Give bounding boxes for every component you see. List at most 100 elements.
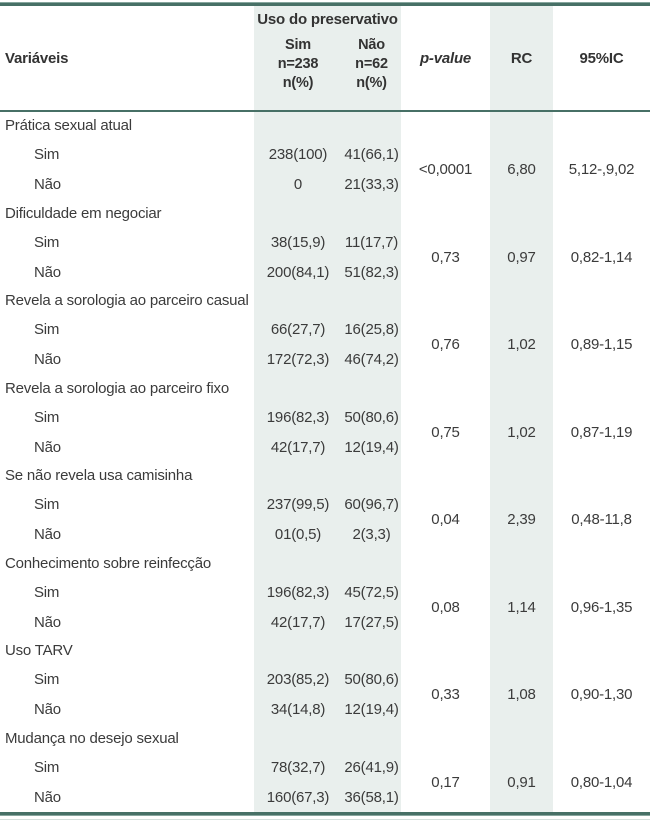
variable-name: Conhecimento sobre reinfecção xyxy=(5,554,211,572)
cell-nao-yes: 41(66,1) xyxy=(344,146,399,163)
table-body: Prática sexual atual Sim 238(100) 41(66,… xyxy=(0,112,650,812)
p-value-header: p-value xyxy=(419,50,472,67)
header-divider xyxy=(0,110,650,112)
nao-column-n: n=62 xyxy=(355,56,388,72)
variable-section: Uso TARV Sim 203(85,2) 50(80,6) 0,33 1,0… xyxy=(0,637,650,725)
cell-rc: 1,02 xyxy=(507,336,536,353)
cell-sim-yes: 237(99,5) xyxy=(266,496,330,513)
cell-rc: 1,08 xyxy=(507,686,536,703)
cell-sim-no: 200(84,1) xyxy=(266,263,330,281)
rc-column-shading xyxy=(490,4,553,813)
cell-nao-no: 46(74,2) xyxy=(344,351,399,368)
row-label-sim: Sim xyxy=(34,758,60,776)
variable-section: Dificuldade em negociar Sim 38(15,9) 11(… xyxy=(0,200,650,288)
cell-rc: 6,80 xyxy=(507,161,536,178)
cell-nao-yes: 16(25,8) xyxy=(344,321,399,338)
cell-sim-yes: 78(32,7) xyxy=(270,758,326,776)
cell-nao-no: 36(58,1) xyxy=(344,788,399,806)
row-label-sim: Sim xyxy=(34,408,60,426)
cell-rc: 1,14 xyxy=(507,598,536,616)
condom-use-group-header: Uso do preservativo Sim n=238 n(%) Não n… xyxy=(254,5,401,112)
row-label-nao: Não xyxy=(34,438,61,456)
row-label-nao: Não xyxy=(34,526,61,543)
cell-ic: 0,82-1,14 xyxy=(570,248,633,266)
nao-column-unit: n(%) xyxy=(356,75,387,91)
row-label-sim: Sim xyxy=(34,146,60,163)
cell-sim-no: 160(67,3) xyxy=(266,788,330,806)
cell-nao-no: 51(82,3) xyxy=(344,263,399,281)
cell-p-value: 0,76 xyxy=(431,336,460,353)
cell-ic: 0,80-1,04 xyxy=(570,773,633,791)
cell-sim-no: 172(72,3) xyxy=(266,351,330,368)
cell-ic: 0,96-1,35 xyxy=(570,598,633,616)
row-label-sim: Sim xyxy=(34,496,60,513)
cell-rc: 2,39 xyxy=(507,511,536,528)
cell-nao-no: 17(27,5) xyxy=(344,613,399,631)
cell-nao-yes: 11(17,7) xyxy=(344,233,399,251)
cell-nao-yes: 50(80,6) xyxy=(344,408,399,426)
cell-sim-no: 01(0,5) xyxy=(274,526,322,543)
variable-section: Conhecimento sobre reinfecção Sim 196(82… xyxy=(0,550,650,638)
cell-ic: 0,90-1,30 xyxy=(570,686,633,703)
cell-sim-no: 42(17,7) xyxy=(270,438,326,456)
cell-nao-yes: 45(72,5) xyxy=(344,583,399,601)
variable-name: Uso TARV xyxy=(5,642,73,660)
cell-p-value: <0,0001 xyxy=(418,161,473,178)
nao-column-title: Não xyxy=(358,37,385,53)
variable-section: Mudança no desejo sexual Sim 78(32,7) 26… xyxy=(0,725,650,813)
cell-ic: 5,12-,9,02 xyxy=(568,161,635,178)
row-label-nao: Não xyxy=(34,613,61,631)
condom-use-group-label: Uso do preservativo xyxy=(257,11,398,28)
sim-column-unit: n(%) xyxy=(282,75,314,91)
row-label-sim: Sim xyxy=(34,321,60,338)
sim-column-n: n=238 xyxy=(277,56,319,72)
row-label-nao: Não xyxy=(34,263,61,281)
cell-ic: 0,87-1,19 xyxy=(570,423,633,441)
variable-name: Se não revela usa camisinha xyxy=(5,467,193,485)
cell-sim-no: 0 xyxy=(293,176,303,193)
cell-nao-no: 2(3,3) xyxy=(352,526,391,543)
variable-section: Se não revela usa camisinha Sim 237(99,5… xyxy=(0,462,650,550)
variable-name: Revela a sorologia ao parceiro casual xyxy=(5,292,249,310)
cell-sim-yes: 238(100) xyxy=(268,146,328,163)
rc-header: RC xyxy=(510,50,533,67)
cell-sim-yes: 203(85,2) xyxy=(266,671,330,688)
cell-sim-yes: 38(15,9) xyxy=(270,233,326,251)
cell-rc: 1,02 xyxy=(507,423,536,441)
variable-section: Revela a sorologia ao parceiro casual Si… xyxy=(0,287,650,375)
variable-section: Revela a sorologia ao parceiro fixo Sim … xyxy=(0,375,650,463)
variable-name: Revela a sorologia ao parceiro fixo xyxy=(5,379,229,397)
table-top-border xyxy=(0,2,650,6)
cell-ic: 0,48-11,8 xyxy=(571,511,632,528)
sim-column-title: Sim xyxy=(285,37,311,53)
page-edge-line xyxy=(0,819,650,820)
variable-name: Prática sexual atual xyxy=(5,117,132,135)
cell-nao-yes: 26(41,9) xyxy=(344,758,399,776)
row-label-sim: Sim xyxy=(34,583,60,601)
condom-use-subcolumns: Sim n=238 n(%) Não n=62 n(%) xyxy=(254,36,401,93)
row-label-sim: Sim xyxy=(34,233,60,251)
cell-sim-yes: 196(82,3) xyxy=(266,408,330,426)
row-label-nao: Não xyxy=(34,701,61,718)
cell-p-value: 0,33 xyxy=(431,686,460,703)
cell-p-value: 0,73 xyxy=(431,248,460,266)
cell-rc: 0,91 xyxy=(507,773,536,791)
cell-p-value: 0,17 xyxy=(431,773,460,791)
cell-nao-no: 12(19,4) xyxy=(344,438,399,456)
cell-sim-yes: 66(27,7) xyxy=(270,321,326,338)
cell-nao-yes: 50(80,6) xyxy=(344,671,399,688)
cell-nao-no: 21(33,3) xyxy=(344,176,399,193)
sim-column-header: Sim n=238 n(%) xyxy=(254,36,342,93)
cell-sim-no: 34(14,8) xyxy=(270,701,326,718)
variable-section: Prática sexual atual Sim 238(100) 41(66,… xyxy=(0,112,650,200)
cell-ic: 0,89-1,15 xyxy=(570,336,633,353)
table-content: Variáveis Uso do preservativo Sim n=238 … xyxy=(0,5,650,812)
variable-name: Mudança no desejo sexual xyxy=(5,729,179,747)
cell-sim-yes: 196(82,3) xyxy=(266,583,330,601)
cell-p-value: 0,04 xyxy=(431,511,460,528)
cell-nao-no: 12(19,4) xyxy=(344,701,399,718)
cell-p-value: 0,75 xyxy=(431,423,460,441)
row-label-sim: Sim xyxy=(34,671,60,688)
table-bottom-border xyxy=(0,812,650,816)
row-label-nao: Não xyxy=(34,788,61,806)
